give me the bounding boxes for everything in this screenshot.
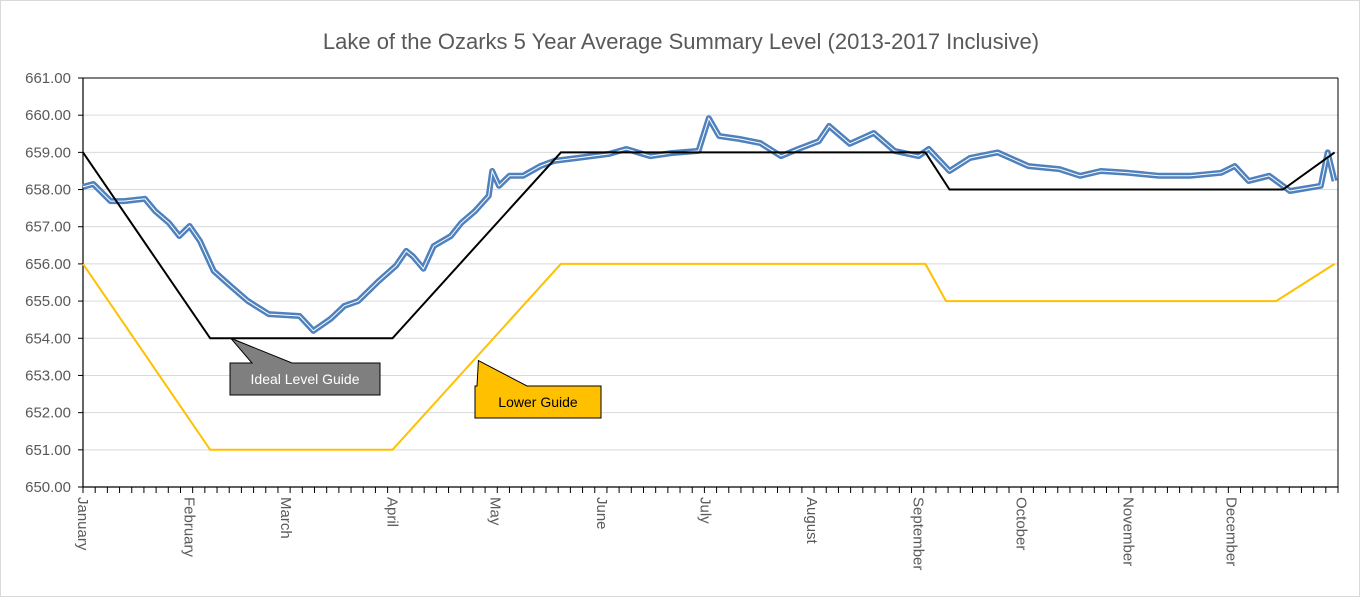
gridlines xyxy=(83,77,1339,487)
x-tick-label: December xyxy=(1222,497,1239,566)
y-tick-label: 654.00 xyxy=(25,330,71,347)
x-tick-label: September xyxy=(910,497,927,570)
x-tick-label: March xyxy=(277,497,294,539)
y-tick-label: 652.00 xyxy=(25,405,71,422)
x-tick-label: January xyxy=(74,497,91,551)
x-tick-label: June xyxy=(593,497,610,530)
y-tick-label: 655.00 xyxy=(25,293,71,310)
x-tick-label: February xyxy=(181,497,198,558)
x-tick-label: October xyxy=(1013,497,1030,550)
y-tick-label: 660.00 xyxy=(25,107,71,124)
y-tick-label: 658.00 xyxy=(25,182,71,199)
x-tick-label: April xyxy=(383,497,400,527)
x-axis: January February March April May June July Augu… xyxy=(74,486,1339,570)
callout-box xyxy=(474,359,602,419)
y-tick-label: 656.00 xyxy=(25,256,71,273)
y-tick-label: 661.00 xyxy=(25,70,71,87)
x-tick-label: August xyxy=(803,497,820,545)
series-line-ideal-guide xyxy=(82,151,1336,340)
callout-box xyxy=(229,337,381,396)
series-group xyxy=(82,115,1338,451)
chart-title: Lake of the Ozarks 5 Year Average Summar… xyxy=(323,29,1039,54)
y-tick-label: 650.00 xyxy=(25,479,71,496)
x-tick-label: July xyxy=(696,497,713,524)
annotations: Ideal Level Guide Lower Guide xyxy=(229,337,602,419)
x-tick-label: May xyxy=(487,497,504,526)
y-tick-label: 651.00 xyxy=(25,442,71,459)
callout-label: Ideal Level Guide xyxy=(251,371,360,387)
x-tick-label: November xyxy=(1119,497,1136,566)
y-tick-label: 657.00 xyxy=(25,219,71,236)
series-line-average-level xyxy=(82,115,1338,334)
series-line-average-center xyxy=(82,116,1336,332)
y-tick-label: 653.00 xyxy=(25,367,71,384)
y-axis: 650.00 651.00 652.00 653.00 654.00 655.00 656.… xyxy=(25,70,84,496)
callout-label: Lower Guide xyxy=(498,394,578,410)
y-tick-label: 659.00 xyxy=(25,144,71,161)
series-line-lower-guide xyxy=(82,262,1336,451)
